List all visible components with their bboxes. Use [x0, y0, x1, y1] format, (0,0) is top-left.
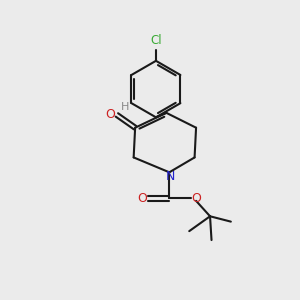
Text: H: H — [121, 102, 129, 112]
Text: O: O — [137, 192, 147, 205]
Text: Cl: Cl — [150, 34, 162, 47]
Text: N: N — [166, 170, 176, 183]
Text: O: O — [192, 192, 202, 205]
Text: O: O — [105, 108, 115, 122]
